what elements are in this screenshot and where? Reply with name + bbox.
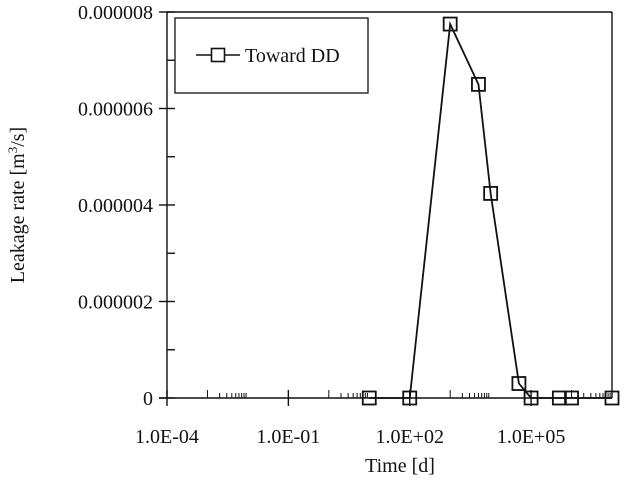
- y-axis-label: Leakage rate [m3/s]: [5, 127, 29, 283]
- x-tick-label: 1.0E+02: [375, 426, 444, 448]
- y-tick-label: 0.000002: [78, 292, 153, 314]
- data-point-marker: [471, 76, 486, 92]
- data-point-marker: [511, 376, 527, 391]
- data-point-marker: [523, 390, 539, 406]
- data-point-marker: [564, 390, 579, 406]
- y-axis-label-end: /s]: [7, 127, 29, 147]
- data-point-marker: [442, 16, 458, 32]
- y-tick-label: 0.000004: [78, 195, 153, 217]
- y-tick-label: 0.000006: [78, 99, 153, 121]
- legend-marker-square-icon: [210, 47, 226, 63]
- x-axis-label: Time [d]: [365, 455, 435, 477]
- legend: Toward DD: [174, 17, 369, 94]
- y-tick-label: 0.000008: [78, 2, 153, 24]
- data-point-marker: [483, 186, 499, 201]
- x-tick-label: 1.0E-01: [256, 426, 320, 448]
- y-axis-label-sup: 3: [5, 147, 20, 154]
- x-tick-label: 1.0E+05: [497, 426, 566, 448]
- x-tick-label: 1.0E-04: [135, 426, 199, 448]
- y-axis-label-main: Leakage rate [m: [7, 153, 29, 283]
- axes: 0 0.000002 0.000004 0.000006 0.000008 1.0E-04…: [78, 2, 613, 448]
- data-point-marker: [402, 390, 418, 406]
- series-toward-dd: [361, 16, 620, 406]
- legend-label: Toward DD: [245, 45, 340, 67]
- data-point-marker: [361, 390, 377, 406]
- y-tick-label: 0: [143, 388, 153, 410]
- series-line: [369, 20, 612, 399]
- data-point-marker: [604, 390, 620, 406]
